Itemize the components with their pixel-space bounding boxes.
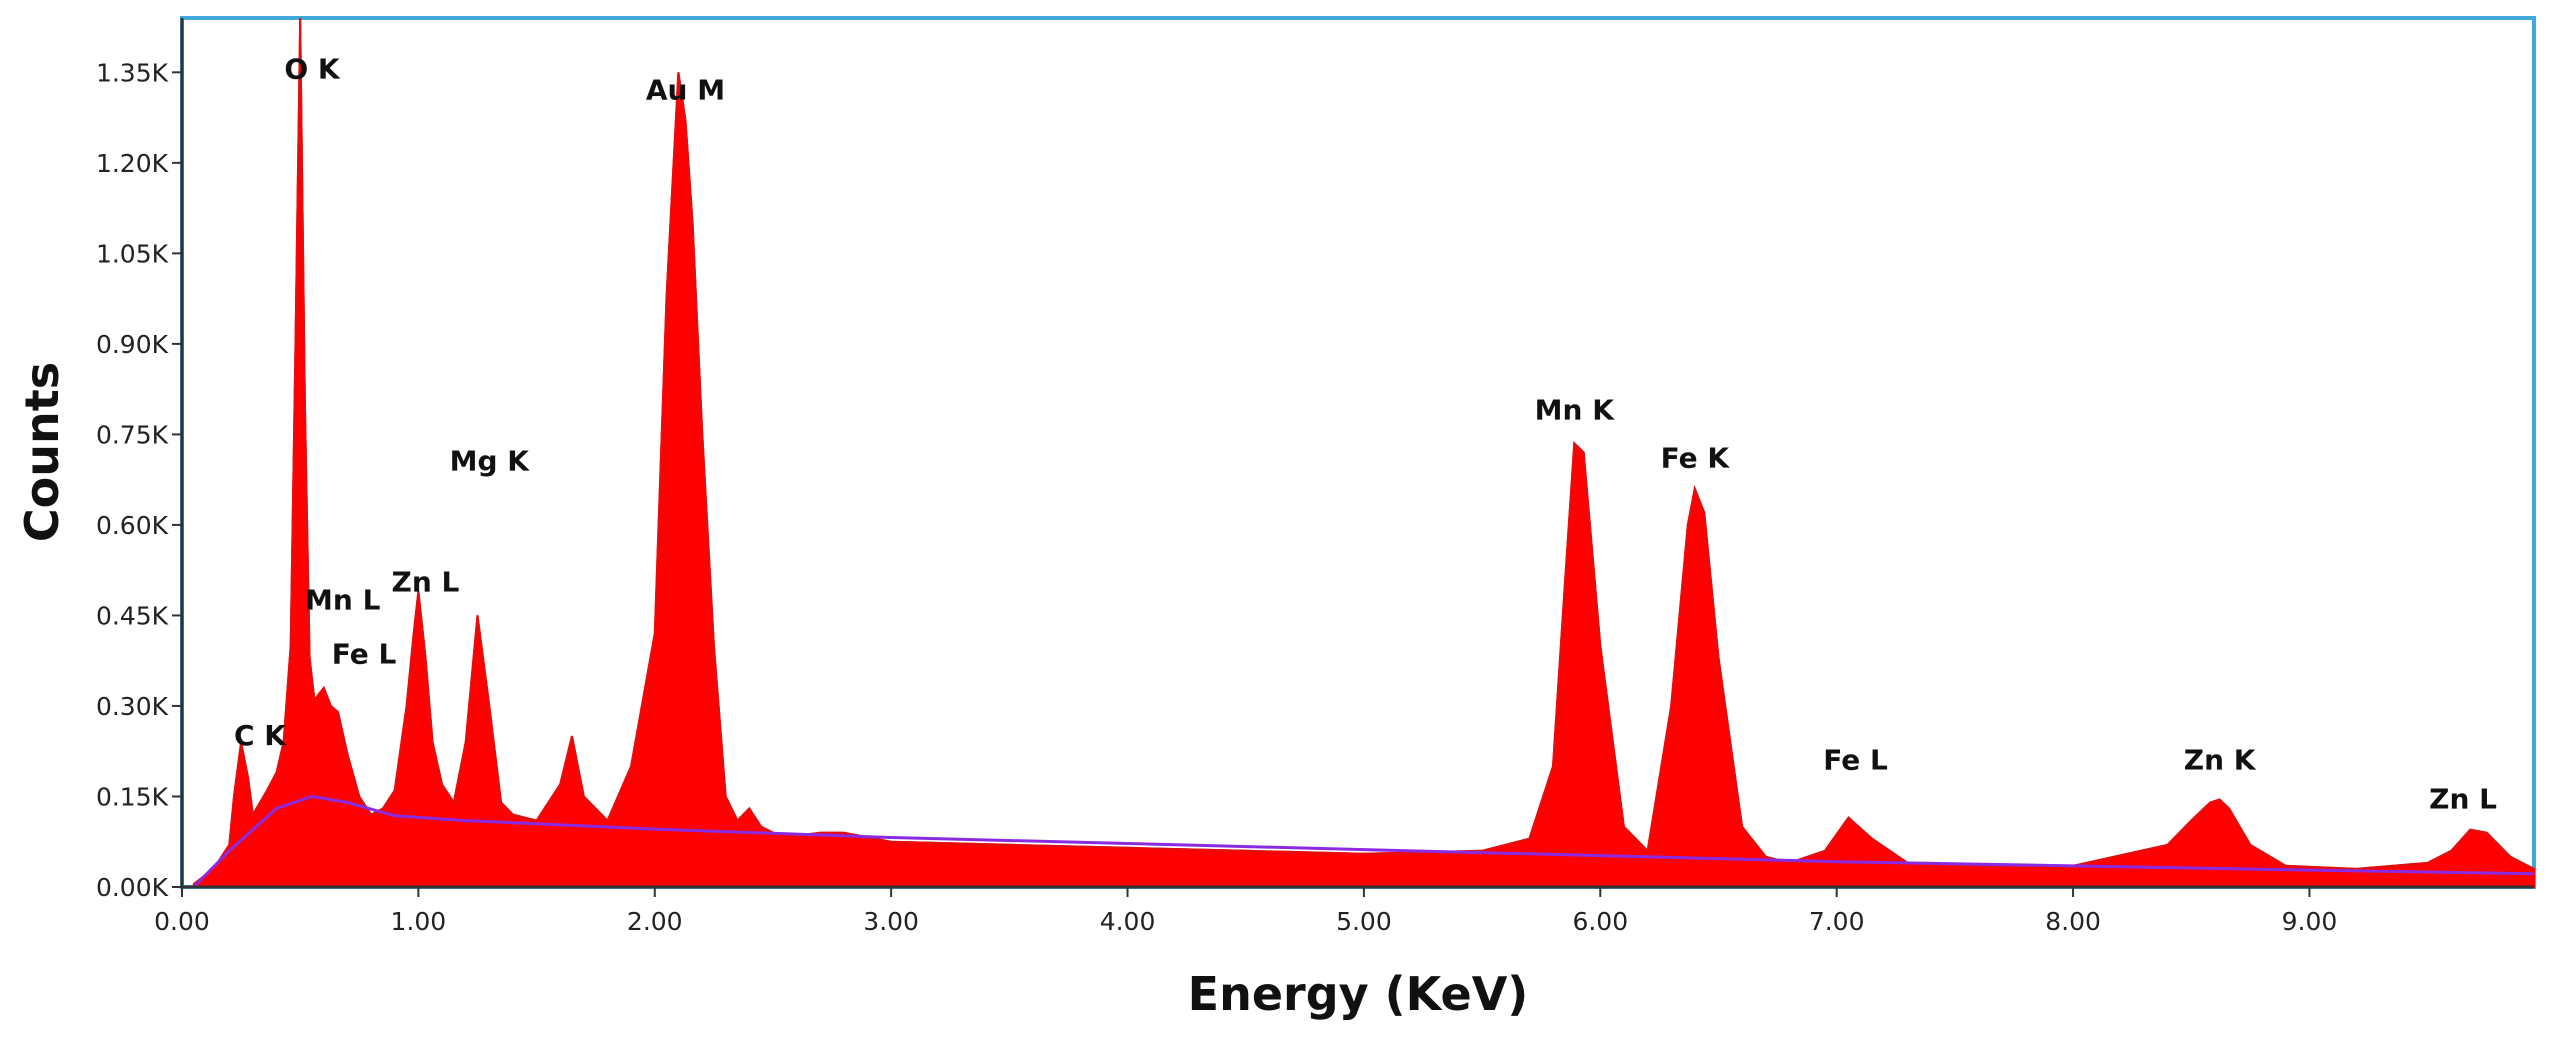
y-tick-label: 0.30K: [96, 692, 169, 721]
peak-label: Mn K: [1535, 393, 1616, 426]
peak-label: Fe K: [1661, 442, 1731, 475]
x-tick-label: 5.00: [1336, 907, 1392, 936]
peak-label: Fe L: [1823, 743, 1888, 776]
x-tick-label: 1.00: [391, 907, 447, 936]
y-ticks: 0.00K 0.15K 0.30K 0.45K 0.60K 0.75K 0.90K 1.05K…: [96, 58, 182, 902]
background-line: [192, 794, 2535, 889]
spectrum-layer: [192, 17, 2535, 889]
y-tick-label: 1.35K: [96, 58, 169, 87]
peak-label: Mn L: [305, 583, 381, 616]
y-tick-label: 0.00K: [96, 873, 169, 902]
x-tick-label: 3.00: [863, 907, 919, 936]
peak-label: Zn K: [2184, 743, 2257, 776]
y-tick-label: 0.60K: [96, 511, 169, 540]
x-ticks: 0.00 1.00 2.00 3.00 4.00 5.00 6.00 7.00 8.00 9.00: [154, 887, 2337, 936]
x-tick-label: 4.00: [1100, 907, 1156, 936]
y-tick-label: 0.45K: [96, 601, 169, 630]
peak-label: Au M: [646, 73, 725, 106]
peak-label: C K: [234, 719, 287, 752]
y-tick-label: 1.05K: [96, 239, 169, 268]
spectrum-fit-line: [193, 17, 2535, 885]
x-tick-label: 2.00: [627, 907, 683, 936]
y-tick-label: 1.20K: [96, 149, 169, 178]
peak-label: Zn L: [2429, 783, 2497, 816]
x-tick-label: 8.00: [2045, 907, 2101, 936]
y-tick-label: 0.90K: [96, 330, 169, 359]
peak-label: O K: [284, 52, 341, 85]
peak-label: Fe L: [332, 638, 397, 671]
peak-annotations: O K Au M Mg K Zn L Mn L Fe L C K Mn K Fe K Fe L Zn…: [234, 52, 2497, 815]
x-tick-label: 7.00: [1809, 907, 1865, 936]
peak-label: Zn L: [392, 565, 460, 598]
x-tick-label: 6.00: [1572, 907, 1628, 936]
x-axis-title: Energy (KeV): [1188, 967, 1529, 1021]
y-tick-label: 0.75K: [96, 420, 169, 449]
x-tick-label: 9.00: [2282, 907, 2338, 936]
y-axis-title: Counts: [15, 362, 69, 542]
y-tick-label: 0.15K: [96, 782, 169, 811]
x-tick-label: 0.00: [154, 907, 210, 936]
plot-frame: [180, 16, 2536, 889]
peak-label: Mg K: [450, 445, 531, 478]
